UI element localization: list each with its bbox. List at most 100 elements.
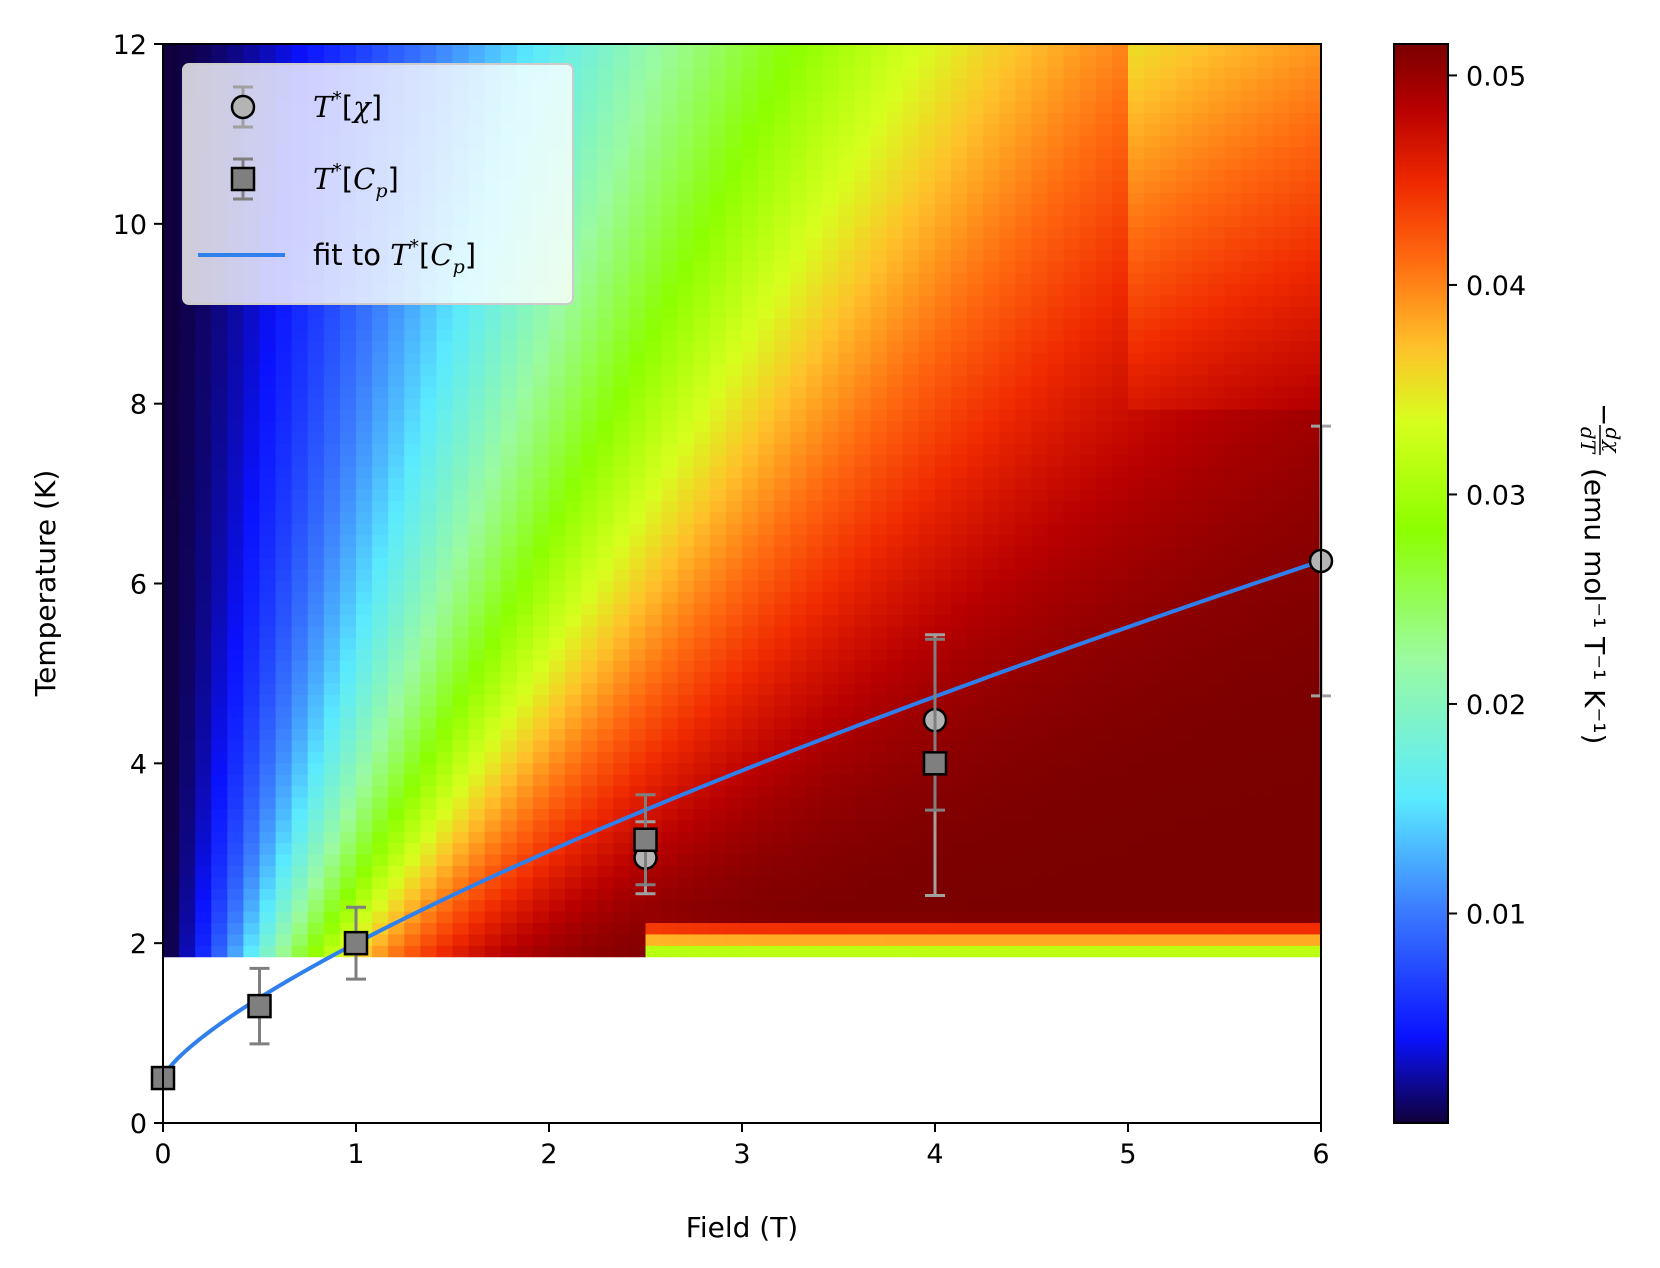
heatmap-cell xyxy=(951,260,968,273)
heatmap-cell xyxy=(1144,431,1161,444)
heatmap-cell xyxy=(1111,294,1129,307)
heatmap-cell xyxy=(581,386,598,399)
heatmap-cell xyxy=(532,933,550,946)
heatmap-cell xyxy=(516,443,534,456)
heatmap-cell xyxy=(983,249,1000,262)
heatmap-cell xyxy=(629,911,647,924)
heatmap-cell xyxy=(1272,534,1290,547)
heatmap-cell xyxy=(918,260,936,273)
heatmap-cell xyxy=(1272,397,1290,410)
heatmap-cell xyxy=(323,808,341,821)
heatmap-cell xyxy=(436,477,454,490)
heatmap-cell xyxy=(1208,796,1226,809)
heatmap-cell xyxy=(597,466,614,479)
heatmap-cell xyxy=(983,409,1000,422)
heatmap-cell xyxy=(613,625,631,638)
heatmap-cell xyxy=(516,785,534,798)
heatmap-cell xyxy=(1079,397,1097,410)
heatmap-cell xyxy=(838,580,856,593)
heatmap-cell xyxy=(758,409,775,422)
heatmap-cell xyxy=(1208,500,1226,513)
heatmap-cell xyxy=(886,717,904,730)
heatmap-cell xyxy=(1079,614,1097,627)
heatmap-cell xyxy=(918,682,936,695)
heatmap-cell xyxy=(1079,477,1097,490)
heatmap-cell xyxy=(790,728,807,741)
heatmap-cell xyxy=(629,545,647,558)
heatmap-cell xyxy=(436,306,454,319)
heatmap-cell xyxy=(806,660,824,673)
heatmap-cell xyxy=(565,774,582,787)
heatmap-cell xyxy=(163,534,180,547)
heatmap-cell xyxy=(1144,523,1161,536)
heatmap-cell xyxy=(902,226,920,239)
heatmap-cell xyxy=(227,317,245,330)
heatmap-cell xyxy=(1272,911,1290,924)
heatmap-cell xyxy=(597,796,614,809)
heatmap-cell xyxy=(1079,682,1097,695)
heatmap-cell xyxy=(1288,431,1306,444)
heatmap-cell xyxy=(645,386,663,399)
heatmap-cell xyxy=(1272,694,1290,707)
heatmap-cell xyxy=(645,739,663,752)
heatmap-cell xyxy=(597,454,614,467)
heatmap-cell xyxy=(420,762,438,775)
heatmap-cell xyxy=(565,603,582,616)
heatmap-cell xyxy=(259,717,277,730)
heatmap-cell xyxy=(806,260,824,273)
heatmap-cell xyxy=(356,443,373,456)
heatmap-cell xyxy=(452,477,470,490)
heatmap-cell xyxy=(1047,283,1065,296)
heatmap-cell xyxy=(774,466,791,479)
heatmap-cell xyxy=(1031,774,1049,787)
heatmap-cell xyxy=(629,591,647,604)
heatmap-cell xyxy=(999,762,1017,775)
heatmap-cell xyxy=(1288,500,1306,513)
heatmap-cell xyxy=(549,660,566,673)
heatmap-cell xyxy=(468,568,486,581)
heatmap-cell xyxy=(323,888,341,901)
heatmap-cell xyxy=(661,728,679,741)
heatmap-cell xyxy=(484,671,502,684)
heatmap-cell xyxy=(1256,614,1274,627)
heatmap-cell xyxy=(323,431,341,444)
heatmap-cell xyxy=(1095,203,1113,216)
heatmap-cell xyxy=(854,272,872,285)
heatmap-cell xyxy=(452,545,470,558)
heatmap-cell xyxy=(388,545,405,558)
heatmap-cell xyxy=(1160,899,1177,912)
heatmap-cell xyxy=(951,454,968,467)
heatmap-cell xyxy=(1015,340,1033,353)
heatmap-cell xyxy=(935,477,952,490)
heatmap-cell xyxy=(725,340,743,353)
heatmap-cell xyxy=(597,922,614,935)
heatmap-cell xyxy=(709,272,727,285)
heatmap-cell xyxy=(1208,431,1226,444)
heatmap-cell xyxy=(806,237,824,250)
heatmap-cell xyxy=(291,500,309,513)
heatmap-cell xyxy=(549,409,566,422)
heatmap-cell xyxy=(774,853,791,866)
heatmap-cell xyxy=(388,774,405,787)
heatmap-cell xyxy=(420,511,438,524)
heatmap-cell xyxy=(275,397,293,410)
heatmap-cell xyxy=(565,431,582,444)
heatmap-cell xyxy=(516,386,534,399)
heatmap-cell xyxy=(999,523,1017,536)
heatmap-cell xyxy=(1160,374,1177,387)
heatmap-cell xyxy=(549,911,566,924)
heatmap-cell xyxy=(854,511,872,524)
heatmap-cell xyxy=(372,865,389,878)
heatmap-cell xyxy=(307,306,325,319)
heatmap-cell xyxy=(629,454,647,467)
heatmap-cell xyxy=(565,329,582,342)
heatmap-cell xyxy=(742,865,759,878)
heatmap-cell xyxy=(1111,329,1129,342)
heatmap-cell xyxy=(854,568,872,581)
heatmap-cell xyxy=(468,488,486,501)
heatmap-cell xyxy=(1079,831,1097,844)
heatmap-cell xyxy=(1240,842,1258,855)
heatmap-cell xyxy=(420,625,438,638)
heatmap-cell xyxy=(163,260,180,273)
heatmap-cell xyxy=(693,397,711,410)
